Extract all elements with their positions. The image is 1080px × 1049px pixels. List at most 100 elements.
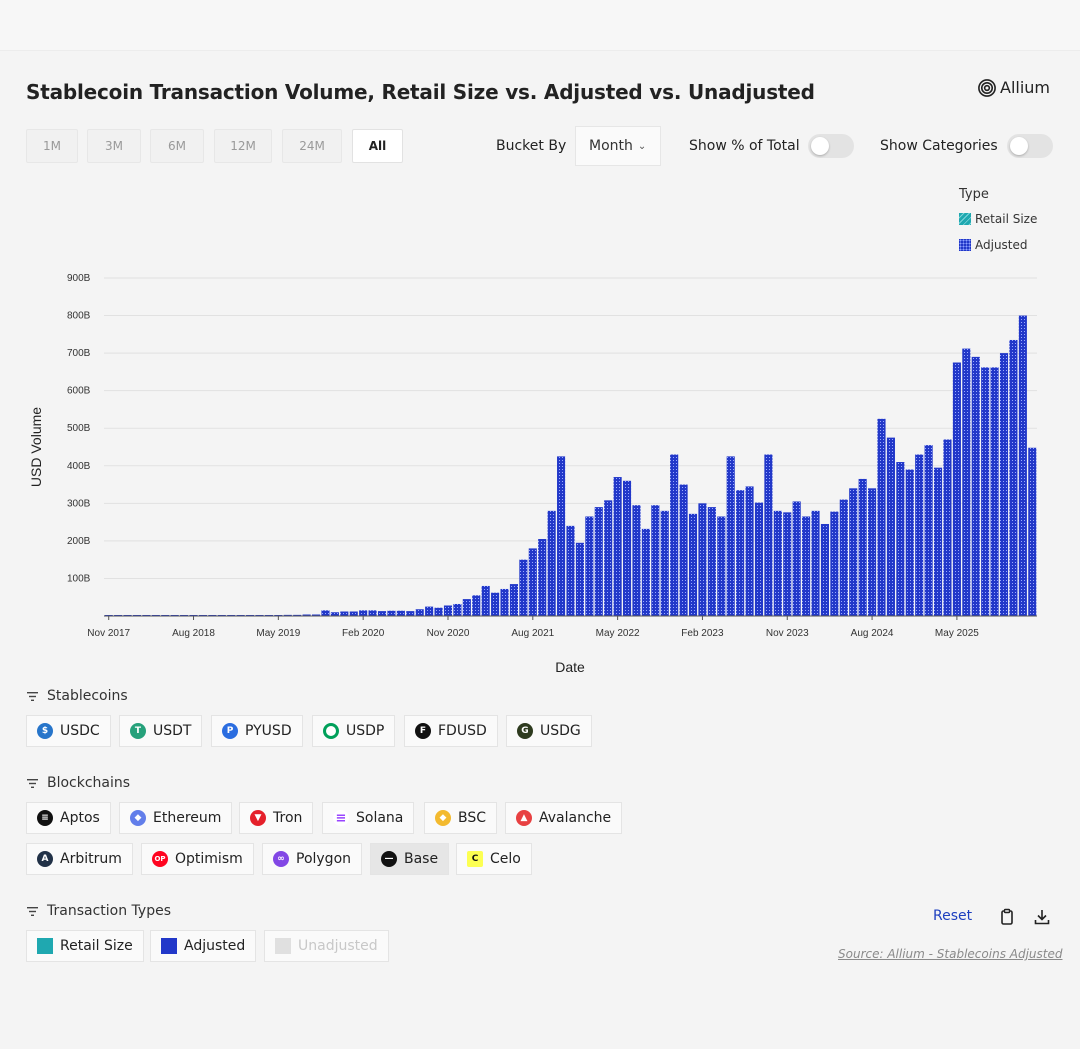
- bar-adjusted[interactable]: [820, 523, 830, 616]
- bar-adjusted[interactable]: [754, 502, 764, 616]
- range-3m-button[interactable]: 3M: [87, 129, 141, 163]
- bar-adjusted[interactable]: [952, 362, 961, 617]
- chip-usdg[interactable]: G USDG: [506, 715, 592, 747]
- chip-ethereum[interactable]: ◆ Ethereum: [119, 802, 233, 834]
- show-percent-toggle[interactable]: [808, 134, 854, 158]
- bar-adjusted[interactable]: [443, 605, 453, 616]
- chip-arbitrum[interactable]: A Arbitrum: [26, 843, 133, 875]
- bar-adjusted[interactable]: [387, 610, 396, 616]
- bar-adjusted[interactable]: [538, 539, 547, 616]
- chip-usdp[interactable]: USDP: [312, 715, 396, 747]
- bar-adjusted[interactable]: [472, 595, 481, 616]
- legend-item-retail-size[interactable]: Retail Size: [959, 212, 1037, 226]
- range-12m-button[interactable]: 12M: [214, 129, 272, 163]
- bar-adjusted[interactable]: [773, 510, 782, 616]
- bar-adjusted[interactable]: [981, 367, 990, 616]
- bar-adjusted[interactable]: [764, 454, 773, 616]
- bar-adjusted[interactable]: [462, 599, 471, 616]
- bar-adjusted[interactable]: [311, 614, 321, 616]
- bar-adjusted[interactable]: [415, 609, 424, 616]
- bar-adjusted[interactable]: [858, 478, 867, 616]
- range-6m-button[interactable]: 6M: [150, 129, 204, 163]
- bar-adjusted[interactable]: [641, 528, 650, 616]
- bucket-by-select[interactable]: Month ⌄: [575, 126, 661, 166]
- bar-adjusted[interactable]: [585, 516, 594, 616]
- bar-adjusted[interactable]: [905, 469, 914, 616]
- bar-adjusted[interactable]: [1018, 315, 1027, 616]
- bar-adjusted[interactable]: [670, 454, 679, 616]
- chip-tron[interactable]: ▼ Tron: [239, 802, 314, 834]
- bar-adjusted[interactable]: [491, 592, 500, 616]
- bar-adjusted[interactable]: [811, 510, 820, 616]
- chip-unadjusted[interactable]: Unadjusted: [264, 930, 389, 962]
- bar-adjusted[interactable]: [896, 462, 905, 616]
- bar-adjusted[interactable]: [971, 356, 980, 616]
- chip-bsc[interactable]: ◆ BSC: [424, 802, 498, 834]
- bar-adjusted[interactable]: [283, 614, 292, 616]
- chip-polygon[interactable]: ∞ Polygon: [262, 843, 363, 875]
- bar-adjusted[interactable]: [321, 610, 330, 616]
- chip-solana[interactable]: ≡ Solana: [322, 802, 415, 834]
- reset-button[interactable]: Reset: [933, 908, 973, 924]
- bar-adjusted[interactable]: [302, 614, 311, 616]
- clipboard-icon[interactable]: [998, 908, 1016, 926]
- bar-adjusted[interactable]: [547, 510, 556, 616]
- bar-adjusted[interactable]: [745, 486, 754, 616]
- chip-usdc[interactable]: $ USDC: [26, 715, 111, 747]
- bar-adjusted[interactable]: [783, 512, 792, 616]
- bar-adjusted[interactable]: [924, 445, 933, 616]
- bar-adjusted[interactable]: [425, 606, 434, 616]
- bar-adjusted[interactable]: [1028, 447, 1037, 616]
- chip-base[interactable]: — Base: [370, 843, 450, 875]
- bar-adjusted[interactable]: [830, 511, 839, 616]
- source-link[interactable]: Source: Allium - Stablecoins Adjusted: [838, 947, 1063, 961]
- bar-adjusted[interactable]: [368, 610, 377, 616]
- brand-logo[interactable]: Allium: [978, 78, 1050, 97]
- bar-adjusted[interactable]: [604, 500, 613, 616]
- bar-adjusted[interactable]: [1009, 339, 1018, 616]
- range-all-button[interactable]: All: [352, 129, 403, 163]
- chip-aptos[interactable]: ≡ Aptos: [26, 802, 111, 834]
- bar-adjusted[interactable]: [792, 501, 801, 616]
- chip-optimism[interactable]: OP Optimism: [141, 843, 254, 875]
- bar-adjusted[interactable]: [990, 367, 999, 616]
- bar-adjusted[interactable]: [349, 611, 358, 616]
- bar-adjusted[interactable]: [330, 612, 339, 616]
- bar-adjusted[interactable]: [915, 454, 924, 616]
- bar-adjusted[interactable]: [500, 588, 509, 616]
- chip-avalanche[interactable]: ▲ Avalanche: [505, 802, 623, 834]
- bar-adjusted[interactable]: [707, 507, 716, 616]
- show-categories-toggle[interactable]: [1007, 134, 1053, 158]
- bar-adjusted[interactable]: [453, 603, 462, 616]
- bar-adjusted[interactable]: [566, 525, 575, 616]
- bar-adjusted[interactable]: [660, 510, 669, 616]
- bar-adjusted[interactable]: [406, 611, 415, 616]
- bar-adjusted[interactable]: [481, 585, 490, 616]
- bar-adjusted[interactable]: [933, 467, 943, 616]
- bar-adjusted[interactable]: [726, 456, 735, 616]
- download-icon[interactable]: [1033, 908, 1051, 926]
- bar-adjusted[interactable]: [717, 516, 726, 616]
- chip-fdusd[interactable]: F FDUSD: [404, 715, 498, 747]
- bar-adjusted[interactable]: [434, 607, 443, 616]
- range-1m-button[interactable]: 1M: [26, 129, 78, 163]
- bar-adjusted[interactable]: [962, 348, 971, 616]
- bar-adjusted[interactable]: [340, 611, 349, 616]
- chip-adjusted[interactable]: Adjusted: [150, 930, 257, 962]
- bar-adjusted[interactable]: [802, 516, 811, 616]
- legend-item-adjusted[interactable]: Adjusted: [959, 238, 1028, 252]
- bar-adjusted[interactable]: [886, 437, 895, 616]
- bar-adjusted[interactable]: [528, 548, 537, 616]
- bar-adjusted[interactable]: [943, 439, 952, 616]
- range-24m-button[interactable]: 24M: [282, 129, 342, 163]
- bar-adjusted[interactable]: [698, 503, 707, 616]
- bar-adjusted[interactable]: [877, 418, 886, 616]
- bar-adjusted[interactable]: [613, 477, 622, 616]
- bar-adjusted[interactable]: [594, 507, 603, 616]
- bar-adjusted[interactable]: [557, 456, 566, 616]
- bar-adjusted[interactable]: [839, 499, 848, 616]
- bar-adjusted[interactable]: [359, 610, 368, 616]
- bar-adjusted[interactable]: [868, 488, 877, 616]
- bar-adjusted[interactable]: [575, 542, 584, 616]
- bar-adjusted[interactable]: [377, 611, 387, 616]
